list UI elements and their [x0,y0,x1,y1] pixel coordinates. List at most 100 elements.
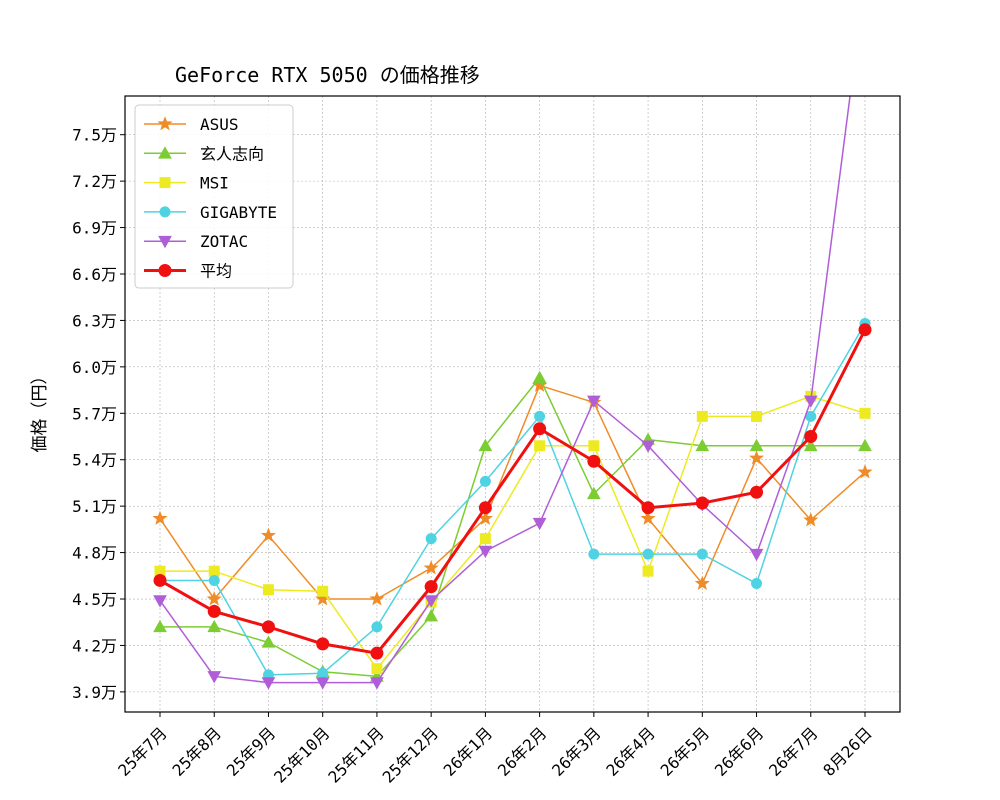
x-tick-label: 25年11月 [324,723,387,786]
data-point [371,663,383,675]
series-line [159,329,867,655]
y-tick-label: 4.8万 [72,544,117,563]
series-line [160,395,866,670]
y-tick-label: 4.2万 [72,636,117,655]
y-tick-label: 4.5万 [72,590,117,609]
y-tick-label: 5.1万 [72,497,117,516]
legend-label: ZOTAC [200,232,248,251]
data-point [586,486,601,500]
series-1 [153,370,872,682]
data-point [153,619,167,633]
data-point [696,410,708,422]
legend-marker [157,116,173,131]
data-point [424,580,438,594]
data-point [534,440,546,452]
y-tick-label: 5.4万 [72,451,117,470]
data-point [424,595,439,608]
data-point [749,450,765,465]
legend-label: GIGABYTE [200,203,277,222]
data-point [857,464,873,479]
x-tick-label: 26年5月 [657,723,714,780]
x-tick-label: 26年3月 [548,723,605,780]
data-point [207,671,222,684]
legend-entry: 平均 [144,262,232,281]
data-point [694,575,710,590]
x-tick-label: 8月26日 [819,723,876,780]
data-point [261,635,276,648]
y-tick-label: 6.9万 [72,219,117,238]
data-point [803,512,819,527]
legend-entry: ASUS [144,115,239,134]
data-point [479,533,491,545]
chart-title: GeForce RTX 5050 の価格推移 [175,63,480,87]
series-line [159,384,866,600]
data-point [858,438,872,452]
data-point [641,440,655,453]
data-point [588,548,600,560]
data-point [804,430,818,444]
data-point [423,560,439,575]
data-point [858,323,872,337]
data-point [532,370,547,383]
data-point [803,395,818,408]
series-4 [153,96,851,690]
data-point [751,410,763,422]
y-tick-label: 7.2万 [72,172,117,191]
x-tick-label: 26年1月 [440,723,497,780]
y-tick-label: 6.6万 [72,265,117,284]
x-tick-label: 25年10月 [270,723,333,786]
x-tick-label: 26年4月 [602,723,659,780]
data-point [696,548,708,560]
series-group [152,96,873,690]
data-point [478,438,493,452]
legend-marker [158,146,172,159]
data-point [478,501,492,515]
data-point [803,438,818,452]
data-point [262,584,274,596]
y-axis-label: 価格（円） [30,368,50,453]
data-point [695,438,710,452]
data-point [207,619,222,633]
data-point [153,595,167,608]
legend-marker [158,264,172,277]
data-point [261,620,275,634]
y-tick-label: 3.9万 [72,683,117,702]
data-point [641,501,655,515]
legend-entry: 玄人志向 [144,144,264,163]
legend-items: ASUS 玄人志向 MSI GIGABYTE ZOTAC 平均 [144,115,277,281]
y-tick-label: 6.0万 [72,358,117,377]
legend-label: MSI [200,174,229,193]
data-point [478,545,493,559]
data-point [317,585,329,597]
data-point [316,637,330,651]
data-point [152,510,168,525]
legend-label: 玄人志向 [200,144,264,163]
legend-marker [159,177,171,189]
legend: ASUS 玄人志向 MSI GIGABYTE ZOTAC 平均 [134,104,294,289]
x-tick-label: 26年6月 [711,723,768,780]
data-point [749,548,764,562]
legend-marker [158,235,172,249]
legend-marker [159,206,171,218]
data-point [370,677,384,690]
series-line [160,376,865,678]
series-line [160,323,866,676]
data-point [695,496,709,510]
data-point [532,517,547,531]
x-tick-label: 25年12月 [379,723,442,786]
y-axis-ticks: 3.9万 4.2万 4.5万 4.8万 5.1万 5.4万 5.7万 6.0万 6.3万 6.6万… [72,126,125,702]
legend-box [134,104,294,289]
legend-label: ASUS [200,115,239,134]
series-5 [153,323,872,660]
legend-entry: ZOTAC [144,232,248,251]
data-point [533,422,547,436]
data-point [207,604,221,618]
data-point [750,485,764,499]
y-tick-label: 6.3万 [72,311,117,330]
data-point [642,565,654,577]
data-point [370,646,384,660]
y-tick-label: 5.7万 [72,404,117,423]
data-point [425,533,437,545]
series-2 [154,390,871,675]
